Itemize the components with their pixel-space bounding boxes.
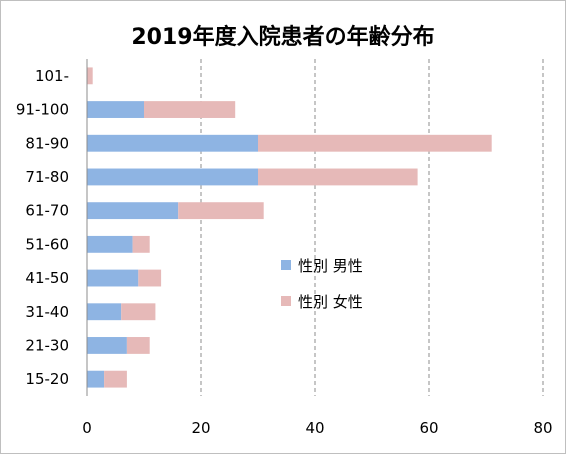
bar-segment-female (132, 235, 150, 253)
bar-segment-male (87, 134, 258, 152)
bar-segment-male (87, 202, 179, 220)
category-label: 61-70 (25, 202, 69, 220)
legend-swatch (281, 260, 291, 270)
bar-segment-male (87, 101, 144, 118)
category-label: 91-100 (16, 101, 69, 119)
x-tick-label: 80 (533, 419, 552, 437)
bar-segment-female (258, 168, 418, 186)
category-label: 15-20 (25, 370, 69, 388)
x-tick-labels: 0 20 40 60 80 (82, 419, 552, 437)
bar-segment-male (87, 269, 139, 287)
x-tick-label: 60 (419, 419, 438, 437)
category-label: 31-40 (25, 303, 69, 321)
bar-segment-female (104, 370, 127, 388)
category-label: 71-80 (25, 168, 69, 186)
legend-label: 性別 男性 (298, 257, 363, 275)
x-tick-label: 0 (82, 419, 92, 437)
category-label: 51-60 (25, 235, 69, 253)
legend-swatch (281, 296, 291, 306)
category-label: 101- (35, 67, 69, 85)
bar-segment-female (138, 269, 162, 287)
bar-segment-female (121, 303, 156, 321)
category-label: 81-90 (25, 134, 69, 152)
bar-segment-male (87, 370, 105, 388)
category-label: 21-30 (25, 336, 69, 354)
bar-segment-female (87, 67, 93, 85)
chart-title: 2019年度入院患者の年齢分布 (131, 25, 435, 50)
x-tick-label: 20 (191, 419, 210, 437)
bar-segment-female (178, 202, 264, 220)
legend-label: 性別 女性 (298, 293, 363, 311)
gridlines (200, 59, 544, 396)
bars (87, 67, 492, 388)
bar-segment-male (87, 235, 133, 253)
category-label: 41-50 (25, 269, 69, 287)
bar-segment-female (258, 134, 492, 152)
bar-segment-male (87, 168, 258, 186)
bar-segment-female (144, 101, 236, 118)
category-labels: 101- 91-100 81-90 71-80 61-70 51-60 41-50 31-40… (16, 67, 69, 388)
bar-segment-female (126, 337, 150, 354)
bar-segment-male (87, 303, 122, 321)
x-tick-label: 40 (305, 419, 324, 437)
bar-segment-male (87, 337, 127, 354)
